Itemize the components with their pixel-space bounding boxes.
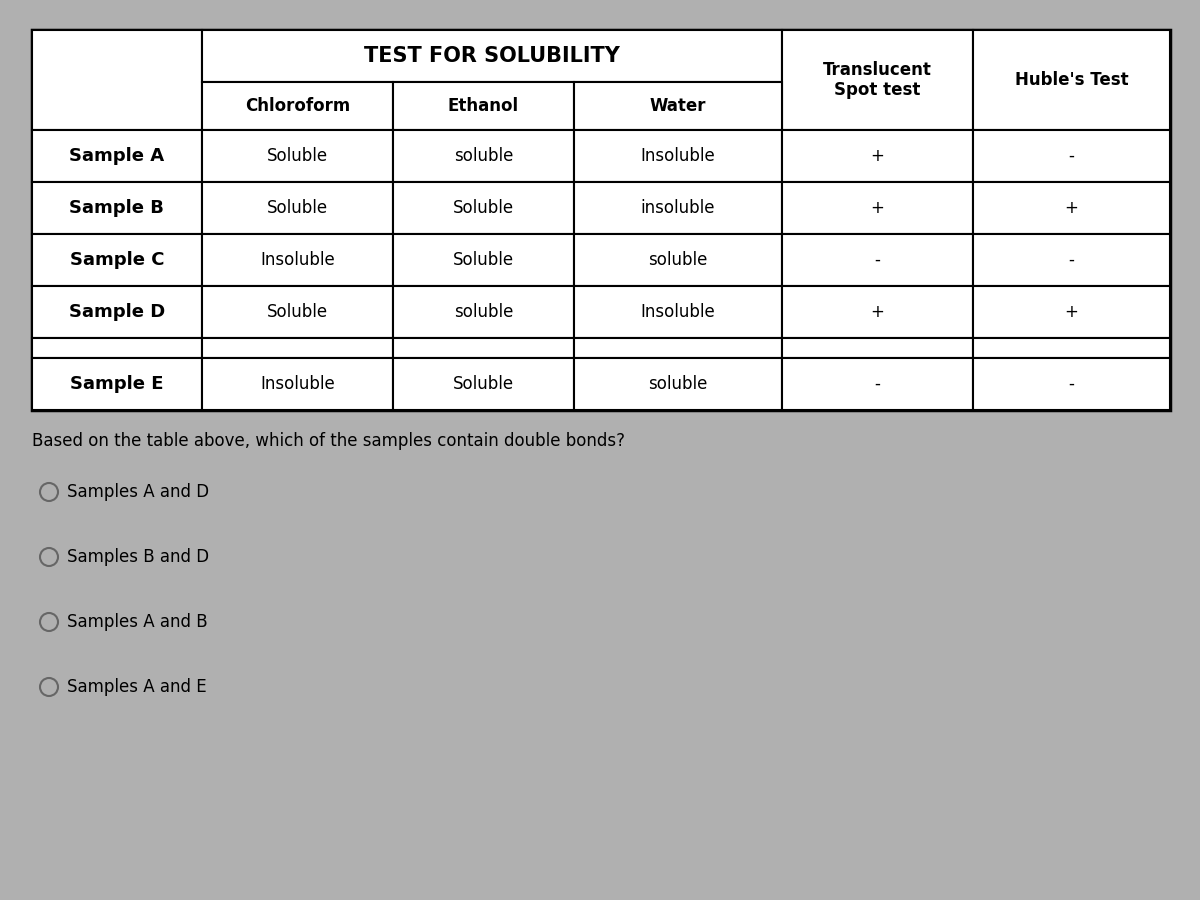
Text: Soluble: Soluble [266,199,328,217]
Text: soluble: soluble [648,251,707,269]
Text: -: - [1068,251,1074,269]
Bar [32,234,202,286]
Bar [394,82,574,130]
Bar [202,286,394,338]
Text: soluble: soluble [648,375,707,393]
Text: soluble: soluble [454,147,514,165]
Bar [202,82,394,130]
Bar [394,130,574,182]
Bar [574,182,781,234]
Bar [202,358,394,410]
Text: -: - [875,251,881,269]
Text: Translucent
Spot test: Translucent Spot test [823,60,931,99]
Bar [781,358,973,410]
Bar [202,338,394,358]
Text: +: + [870,199,884,217]
Text: Soluble: Soluble [452,251,514,269]
Text: Sample D: Sample D [68,303,164,321]
Bar [781,182,973,234]
Bar [574,130,781,182]
Bar [32,30,1170,410]
Text: Samples A and D: Samples A and D [67,483,209,501]
Bar [202,182,394,234]
Bar [394,338,574,358]
Bar [973,286,1170,338]
Text: Samples A and E: Samples A and E [67,678,206,696]
Bar [32,286,202,338]
Bar [202,130,394,182]
Text: Soluble: Soluble [266,147,328,165]
Text: Samples A and B: Samples A and B [67,613,208,631]
Text: Soluble: Soluble [266,303,328,321]
Bar [973,182,1170,234]
Bar [973,30,1170,130]
Text: Sample A: Sample A [70,147,164,165]
Text: Soluble: Soluble [452,199,514,217]
Text: soluble: soluble [454,303,514,321]
Text: TEST FOR SOLUBILITY: TEST FOR SOLUBILITY [364,46,619,66]
Text: Water: Water [649,97,706,115]
Bar [574,358,781,410]
Bar [973,130,1170,182]
Text: Based on the table above, which of the samples contain double bonds?: Based on the table above, which of the s… [32,432,625,450]
Bar [202,234,394,286]
Text: Sample C: Sample C [70,251,164,269]
Bar [781,234,973,286]
Text: Insoluble: Insoluble [260,251,335,269]
Text: Chloroform: Chloroform [245,97,350,115]
Text: +: + [1064,303,1079,321]
Bar [574,338,781,358]
Bar [781,30,973,130]
Text: +: + [1064,199,1079,217]
Bar [394,286,574,338]
Bar [202,30,781,82]
Bar [394,358,574,410]
Text: -: - [1068,147,1074,165]
Bar [32,182,202,234]
Bar [32,358,202,410]
Bar [973,358,1170,410]
Bar [973,338,1170,358]
Text: -: - [1068,375,1074,393]
Bar [574,234,781,286]
Bar [32,338,202,358]
Text: -: - [875,375,881,393]
Bar [574,82,781,130]
Bar [574,286,781,338]
Text: Sample E: Sample E [70,375,163,393]
Text: Ethanol: Ethanol [448,97,518,115]
Bar [781,286,973,338]
Text: +: + [870,147,884,165]
Bar [781,338,973,358]
Text: insoluble: insoluble [641,199,715,217]
Bar [394,234,574,286]
Text: Insoluble: Insoluble [641,303,715,321]
Bar [973,234,1170,286]
Text: Huble's Test: Huble's Test [1015,71,1128,89]
Bar [394,182,574,234]
Bar [781,130,973,182]
Text: Insoluble: Insoluble [260,375,335,393]
Text: Sample B: Sample B [70,199,164,217]
Bar [32,30,202,130]
Text: Soluble: Soluble [452,375,514,393]
Text: Samples B and D: Samples B and D [67,548,209,566]
Text: Insoluble: Insoluble [641,147,715,165]
Bar [32,130,202,182]
Text: +: + [870,303,884,321]
